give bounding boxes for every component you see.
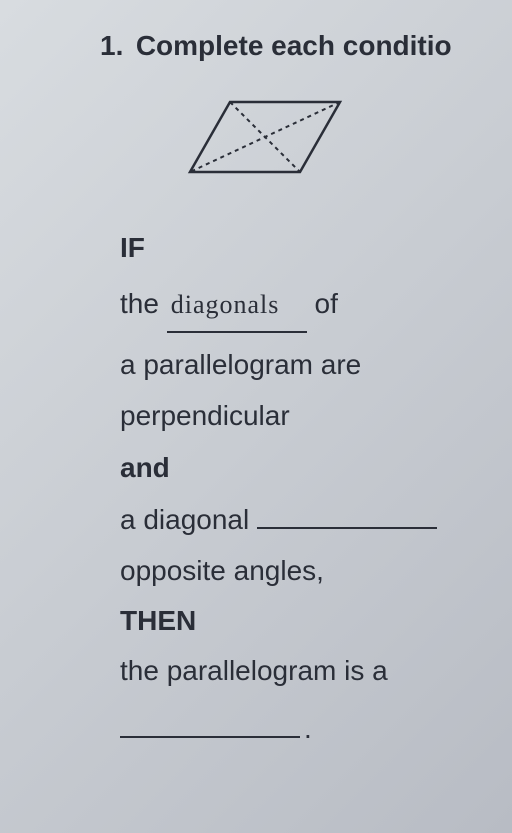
line-5: a diagonal [120,496,492,544]
problem-header: 1. Complete each conditio [100,30,492,62]
final-period: . [304,713,312,744]
problem-title: Complete each conditio [136,30,452,61]
final-answer-line: . [120,698,492,744]
line1-prefix: the [120,288,159,319]
line-6: opposite angles, [120,547,492,595]
blank-2 [257,501,437,529]
line1-suffix: of [315,288,338,319]
line5-prefix: a diagonal [120,504,249,535]
then-label: THEN [120,605,492,637]
handwritten-answer-1: diagonals [167,282,307,333]
if-label: IF [120,232,492,264]
parallelogram-diagram [180,92,492,192]
blank-3 [120,718,300,737]
parallelogram-svg [180,92,360,187]
line-3: perpendicular [120,392,492,440]
content-block: IF the diagonals of a parallelogram are … [120,92,492,745]
line-1: the diagonals of [120,279,492,333]
problem-number: 1. [100,30,123,61]
line-7: the parallelogram is a [120,647,492,695]
line-4-and: and [120,444,492,492]
worksheet-page: 1. Complete each conditio IF the diagona… [0,0,512,765]
line-2: a parallelogram are [120,341,492,389]
